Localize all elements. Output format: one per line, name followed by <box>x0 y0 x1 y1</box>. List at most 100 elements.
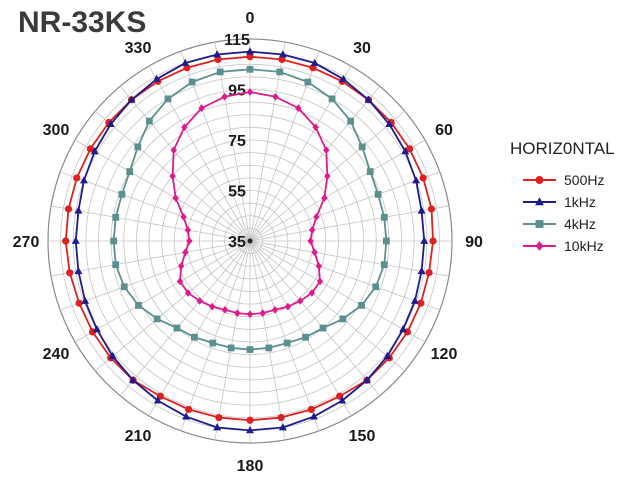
data-point <box>284 302 292 311</box>
grid-spoke <box>249 139 426 242</box>
data-point <box>180 212 187 221</box>
data-point <box>185 405 193 414</box>
data-point <box>246 65 254 73</box>
data-point <box>324 172 331 180</box>
series-10kHz <box>169 88 331 319</box>
data-point <box>347 117 355 125</box>
data-point <box>135 301 142 309</box>
data-point <box>246 346 254 353</box>
angle-tick-label: 0 <box>246 10 255 27</box>
grid-spoke <box>249 240 440 311</box>
angle-tick-label: 330 <box>125 40 152 57</box>
grid-spoke <box>180 240 251 431</box>
data-point <box>208 302 216 311</box>
data-point <box>74 266 83 275</box>
radial-tick-labels: 35 55 75 95 115 <box>224 32 250 251</box>
data-point <box>213 50 222 58</box>
grid-spoke <box>148 65 251 242</box>
data-point <box>272 92 279 101</box>
data-point <box>152 74 161 83</box>
legend: HORIZ0NTAL 500Hz 1kHz 4kHz 10kHz <box>510 139 615 254</box>
data-point <box>81 296 90 304</box>
data-point <box>321 194 328 202</box>
data-point <box>74 206 83 214</box>
data-point <box>191 333 198 341</box>
data-point <box>120 283 128 291</box>
data-point <box>338 396 347 404</box>
grid-spoke <box>249 240 352 417</box>
grid-spoke <box>249 240 286 440</box>
data-point <box>90 147 99 155</box>
grid-spoke <box>249 240 405 372</box>
angle-tick-labels: 0 30 60 90 120 150 180 210 240 270 300 330 <box>13 10 483 475</box>
data-point <box>417 299 425 307</box>
angle-tick-label: 270 <box>13 234 40 251</box>
data-point <box>271 305 279 314</box>
radial-tick-label: 75 <box>228 133 246 150</box>
grid-spoke <box>249 65 352 242</box>
grid-spoke <box>74 139 251 242</box>
data-point <box>312 123 319 132</box>
data-point <box>108 351 117 360</box>
data-point <box>383 351 392 360</box>
data-point <box>86 145 94 153</box>
legend-marker <box>535 220 544 228</box>
data-point <box>406 145 414 153</box>
data-point <box>323 146 330 154</box>
data-point <box>380 213 388 221</box>
data-point <box>106 119 115 128</box>
data-point <box>198 104 205 112</box>
data-point <box>176 277 184 286</box>
legend-marker <box>535 176 544 184</box>
legend-items: 500Hz 1kHz 4kHz 10kHz <box>523 172 604 254</box>
data-point <box>308 226 316 234</box>
data-point <box>310 58 319 66</box>
data-point <box>221 305 229 314</box>
data-point <box>425 268 433 277</box>
data-point <box>316 277 324 286</box>
grid-spoke <box>249 240 381 396</box>
data-point <box>307 237 314 245</box>
radial-tick-label: 55 <box>228 184 246 201</box>
data-point <box>277 413 285 422</box>
data-point <box>276 68 284 76</box>
data-point <box>170 146 177 154</box>
data-point <box>295 104 302 112</box>
data-point <box>399 325 408 333</box>
legend-item: 4kHz <box>523 216 596 232</box>
data-point <box>246 53 254 61</box>
radial-tick-label: 95 <box>228 83 246 100</box>
data-point <box>164 95 172 103</box>
grid-spoke <box>119 240 251 396</box>
series-layer <box>62 47 437 434</box>
grid-spoke <box>60 171 251 242</box>
grid-spoke <box>214 240 251 440</box>
grid-spoke <box>249 240 449 277</box>
grid-spoke <box>51 240 251 277</box>
data-point <box>79 176 88 184</box>
data-point <box>401 147 410 155</box>
data-point <box>71 236 80 244</box>
radial-tick-label: 35 <box>228 234 246 251</box>
data-point <box>246 47 254 55</box>
data-point <box>304 78 312 86</box>
data-point <box>309 64 317 72</box>
angle-tick-label: 60 <box>435 122 453 139</box>
legend-label: 10kHz <box>564 238 604 254</box>
legend-item: 500Hz <box>523 172 604 188</box>
series-1kHz <box>71 47 429 434</box>
angle-tick-label: 210 <box>125 428 152 445</box>
data-point <box>182 248 189 257</box>
data-point <box>196 297 203 305</box>
angle-tick-label: 90 <box>465 234 483 251</box>
data-point <box>382 237 390 245</box>
data-point <box>419 174 427 182</box>
data-point <box>216 68 224 76</box>
data-point <box>328 95 336 103</box>
data-point <box>427 205 436 213</box>
data-point <box>374 190 382 198</box>
series-4kHz <box>110 65 390 353</box>
data-point <box>429 237 437 245</box>
data-point <box>184 289 192 297</box>
grid-spoke <box>60 240 251 311</box>
